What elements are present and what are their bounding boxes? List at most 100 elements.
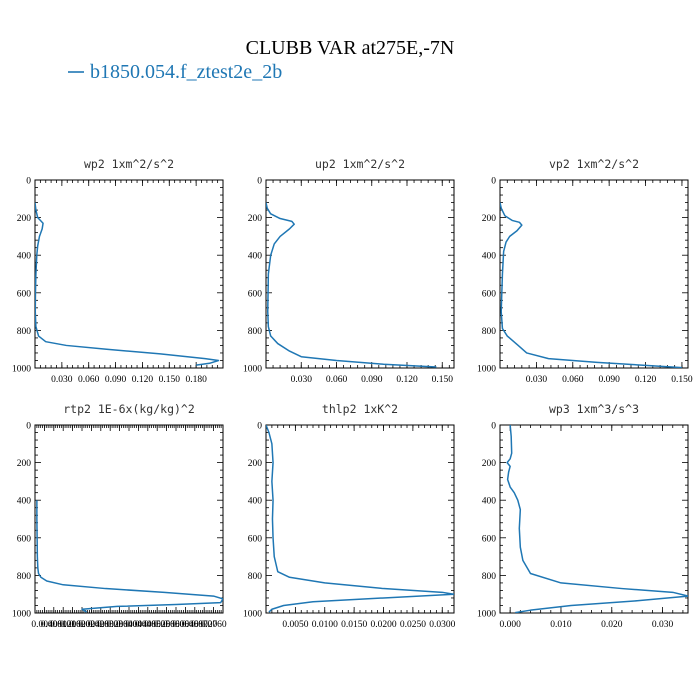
panel-4: rtp2 1E-6x(kg/kg)^2020040060080010000.00…	[12, 402, 227, 630]
y-tick-label: 600	[482, 289, 497, 299]
y-tick-label: 1000	[477, 365, 496, 375]
plot-frame	[499, 424, 689, 614]
x-tick-label: 0.0480	[135, 620, 161, 630]
series-line	[266, 202, 437, 368]
series-line	[500, 202, 682, 368]
x-tick-label: 0.090	[361, 375, 383, 385]
plot-frame	[34, 179, 224, 369]
x-tick-label: 0.0100	[312, 620, 338, 630]
panel-title: vp2 1xm^2/s^2	[549, 157, 639, 171]
y-tick-label: 800	[17, 572, 32, 582]
y-tick-label: 600	[17, 289, 32, 299]
x-tick-label: 0.000	[499, 620, 521, 630]
x-tick-label: 0.030	[652, 620, 674, 630]
x-tick-label: 0.150	[671, 375, 693, 385]
x-tick-label: 0.0560	[154, 620, 180, 630]
x-tick-label: 0.060	[326, 375, 348, 385]
y-tick-label: 200	[248, 214, 263, 224]
x-tick-label: 0.180	[185, 375, 207, 385]
x-tick-label: 0.0320	[97, 620, 123, 630]
y-tick-label: 800	[248, 327, 263, 337]
plot-frame	[265, 424, 455, 614]
y-tick-label: 800	[482, 327, 497, 337]
y-tick-label: 1000	[12, 610, 31, 620]
x-tick-label: 0.0360	[107, 620, 133, 630]
y-tick-label: 800	[482, 572, 497, 582]
y-tick-label: 0	[491, 422, 496, 432]
y-tick-label: 1000	[243, 365, 262, 375]
legend-label: b1850.054.f_ztest2e_2b	[90, 61, 282, 83]
x-tick-label: 0.010	[550, 620, 572, 630]
figure-title: CLUBB VAR at275E,-7N	[246, 37, 455, 59]
y-tick-label: 400	[17, 497, 32, 507]
y-tick-label: 800	[248, 572, 263, 582]
x-tick-label: 0.0200	[370, 620, 396, 630]
y-tick-label: 0	[257, 177, 262, 187]
x-tick-label: 0.090	[105, 375, 127, 385]
panel-3: vp2 1xm^2/s^2 0 200 400 600 800 1000 0.030 0.060…	[477, 157, 693, 385]
x-tick-label: 0.0240	[78, 620, 104, 630]
x-tick-label: 0.0150	[341, 620, 367, 630]
x-tick-label: 0.0640	[172, 620, 198, 630]
panel-5: thlp2 1xK^2 0 200 400 600 800 1000 0.0050 0.0100…	[243, 402, 456, 630]
y-tick-label: 1000	[243, 610, 262, 620]
y-tick-label: 600	[17, 534, 32, 544]
y-tick-label: 400	[248, 252, 263, 262]
y-tick-label: 600	[482, 534, 497, 544]
x-tick-label: 0.0760	[201, 620, 227, 630]
x-tick-label: 0.060	[562, 375, 584, 385]
x-tick-label: 0.0680	[182, 620, 208, 630]
x-tick-label: 0.0120	[50, 620, 76, 630]
series-line	[506, 425, 688, 613]
y-tick-label: 1000	[12, 365, 31, 375]
x-tick-label: 0.120	[635, 375, 657, 385]
x-tick-label: 0.030	[51, 375, 73, 385]
x-tick-label: 0.0280	[88, 620, 114, 630]
y-tick-label: 200	[17, 214, 32, 224]
x-tick-label: 0.020	[601, 620, 623, 630]
x-tick-label: 0.0520	[144, 620, 170, 630]
y-tick-label: 600	[248, 534, 263, 544]
y-tick-label: 200	[248, 459, 263, 469]
x-tick-label: 0.0720	[191, 620, 217, 630]
series-line	[35, 202, 220, 366]
y-tick-label: 400	[482, 252, 497, 262]
plot-frame	[499, 179, 689, 369]
x-tick-label: 0.0160	[60, 620, 86, 630]
panel-1: wp2 1xm^2/s^2 0 200 400 600 800 1000 0.030 0.060…	[12, 157, 224, 385]
y-tick-label: 400	[17, 252, 32, 262]
x-tick-label: 0.120	[132, 375, 154, 385]
series-line	[36, 500, 223, 613]
x-tick-label: 0.060	[78, 375, 100, 385]
x-tick-label: 0.030	[526, 375, 548, 385]
panel-title: rtp2 1E-6x(kg/kg)^2	[63, 402, 195, 416]
y-tick-label: 200	[17, 459, 32, 469]
y-tick-label: 0	[26, 422, 31, 432]
x-tick-label: 0.0250	[400, 620, 426, 630]
y-tick-label: 0	[26, 177, 31, 187]
y-tick-label: 800	[17, 327, 32, 337]
panel-grid: wp2 1xm^2/s^2 0 200 400 600 800 1000 0.030 0.060…	[12, 157, 693, 630]
x-tick-label: 0.030	[291, 375, 313, 385]
y-tick-label: 0	[491, 177, 496, 187]
panel-title: wp2 1xm^2/s^2	[84, 157, 174, 171]
x-tick-label: 0.0400	[116, 620, 142, 630]
x-tick-label: 0.150	[432, 375, 454, 385]
x-tick-label: 0.0440	[125, 620, 151, 630]
y-tick-label: 0	[257, 422, 262, 432]
y-tick-label: 200	[482, 459, 497, 469]
x-tick-label: 0.0080	[41, 620, 67, 630]
x-tick-label: 0.0040	[31, 620, 57, 630]
series-line	[266, 425, 454, 613]
x-tick-label: 0.0300	[429, 620, 455, 630]
x-tick-label: 0.0050	[282, 620, 308, 630]
x-tick-label: 0.0200	[69, 620, 95, 630]
x-tick-label: 0.090	[598, 375, 620, 385]
panel-title: thlp2 1xK^2	[322, 402, 398, 416]
y-tick-label: 600	[248, 289, 263, 299]
x-tick-label: 0.0600	[163, 620, 189, 630]
y-tick-label: 400	[248, 497, 263, 507]
plot-frame	[265, 179, 455, 369]
